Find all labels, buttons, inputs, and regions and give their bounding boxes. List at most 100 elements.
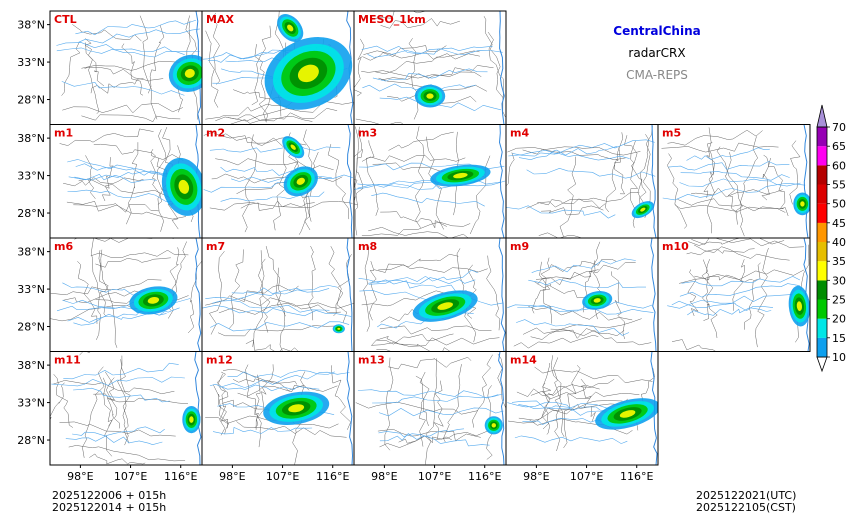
river-line	[687, 307, 772, 316]
province-border	[701, 259, 711, 321]
map-panel: m8	[353, 237, 507, 352]
province-border	[61, 41, 81, 96]
radar-echo	[453, 172, 468, 179]
province-border	[363, 246, 371, 332]
river-line	[507, 402, 623, 413]
colorbar-segment	[817, 184, 827, 204]
colorbar-tick-label: 30	[832, 274, 846, 287]
colorbar-tick-label: 25	[832, 294, 846, 307]
province-border	[73, 203, 159, 213]
coastline	[346, 238, 353, 352]
coastline	[194, 351, 202, 465]
panel-background	[506, 238, 658, 352]
panel-background	[50, 351, 202, 465]
province-border	[245, 364, 259, 430]
province-border	[126, 142, 139, 225]
province-border	[222, 369, 310, 391]
province-border	[53, 380, 175, 395]
province-border	[370, 333, 454, 347]
river-line	[368, 269, 479, 285]
colorbar-segment	[817, 318, 827, 338]
river-line	[67, 189, 187, 202]
lat-tick-label: 33°N	[17, 170, 45, 183]
panels-layer: CTL MAX MESO_1km m1 m2 m3 m4 m5 m6 m7 m8 m9 m10 m11 m1…	[49, 10, 811, 466]
province-border	[371, 337, 500, 347]
province-border	[101, 157, 114, 202]
province-border	[307, 245, 316, 321]
river-line	[528, 279, 646, 289]
province-border	[530, 390, 640, 400]
panel-label: m12	[206, 354, 233, 367]
province-border	[483, 16, 504, 98]
province-border	[667, 129, 763, 146]
river-line	[75, 19, 197, 36]
lat-tick-label: 28°N	[17, 207, 45, 220]
province-border	[84, 67, 164, 82]
lat-tick-label: 28°N	[17, 434, 45, 447]
init-time-utc: 2025122006 + 015h	[52, 489, 167, 502]
province-border	[77, 261, 98, 324]
province-border	[215, 158, 334, 171]
province-border	[507, 400, 623, 424]
colorbar-tick-label: 60	[832, 159, 846, 172]
colorbar-extend-low	[816, 356, 828, 373]
province-border	[237, 384, 338, 397]
panel-background	[202, 238, 354, 352]
river-line	[671, 300, 774, 312]
panel-background	[202, 124, 354, 238]
province-border	[218, 302, 354, 315]
province-border	[378, 264, 488, 273]
panel-label: m4	[510, 127, 529, 140]
lon-tick-label: 116°E	[316, 470, 349, 483]
lat-tick-label: 33°N	[17, 397, 45, 410]
river-line	[212, 300, 330, 313]
province-border	[294, 156, 311, 231]
radar-echo	[491, 423, 496, 428]
province-border	[53, 374, 74, 428]
map-panel: m12	[201, 351, 355, 466]
lat-tick-label: 28°N	[17, 321, 45, 334]
province-border	[735, 136, 759, 225]
panel-label: m10	[662, 240, 689, 253]
lon-tick-label: 116°E	[164, 470, 197, 483]
radar-echo	[800, 201, 805, 207]
province-border	[209, 201, 353, 211]
panel-label: m13	[358, 354, 385, 367]
province-border	[379, 325, 492, 335]
province-border	[623, 135, 646, 206]
river-line	[531, 258, 636, 273]
province-border	[240, 297, 341, 314]
province-border	[361, 221, 471, 236]
panel-label: MESO_1km	[358, 13, 426, 26]
province-border	[529, 418, 633, 435]
province-border	[384, 357, 394, 451]
map-panel: CTL	[49, 10, 203, 125]
map-panel: m14	[505, 351, 659, 466]
province-border	[408, 38, 419, 120]
panel-label: m7	[206, 240, 225, 253]
province-border	[547, 378, 615, 396]
lon-tick-label: 107°E	[114, 470, 147, 483]
province-border	[541, 362, 552, 430]
province-border	[82, 366, 105, 458]
province-border	[486, 255, 501, 331]
colorbar-tick-label: 70	[832, 121, 846, 134]
province-border	[368, 227, 469, 238]
river-line	[507, 301, 653, 311]
province-border	[205, 284, 299, 306]
river-line	[205, 288, 330, 301]
province-border	[72, 24, 142, 42]
province-border	[232, 378, 298, 385]
colorbar-segment	[817, 146, 827, 166]
map-panel: m3	[353, 124, 507, 239]
province-border	[355, 118, 404, 125]
map-panel: m2	[201, 124, 355, 239]
radar-echo	[337, 327, 341, 330]
province-border	[254, 374, 262, 448]
province-border	[507, 146, 641, 156]
province-border	[354, 38, 365, 97]
river-line	[51, 376, 185, 387]
province-border	[415, 375, 429, 426]
radar-echo	[796, 301, 803, 311]
province-border	[707, 127, 715, 234]
